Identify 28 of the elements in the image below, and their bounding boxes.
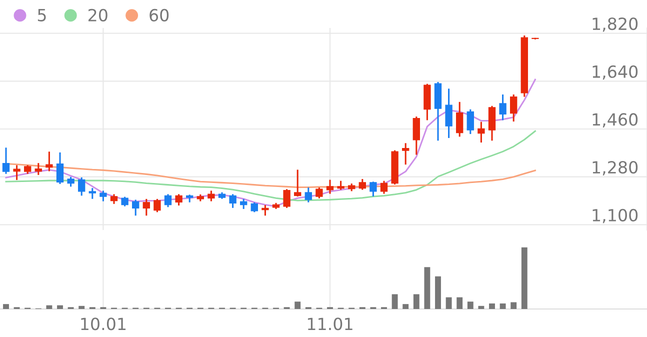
bar [46,305,52,309]
bar [510,302,517,309]
bar [424,267,430,309]
bar [435,276,441,309]
bar [489,303,495,309]
legend-label: 60 [150,8,169,22]
y-tick-label: 1,280 [592,161,638,176]
bar [478,306,484,309]
bar [3,304,9,309]
bar [456,297,463,309]
bar [294,302,301,309]
bar [467,302,474,309]
bar [500,303,506,309]
y-tick-label: 1,460 [592,113,638,128]
bar [78,306,85,309]
legend-label: 20 [88,8,108,22]
y-tick-label: 1,100 [592,208,638,224]
bar [57,305,63,309]
legend-label: 5 [38,9,46,22]
bar [402,304,409,309]
bar [521,247,528,309]
bar [413,294,420,309]
y-tick-label: 1,640 [592,65,638,80]
bar [392,294,398,309]
x-tick-label: 10.01 [81,318,126,330]
bar [446,297,452,309]
x-tick-label: 11.01 [308,318,352,330]
y-tick-label: 1,820 [592,17,638,32]
